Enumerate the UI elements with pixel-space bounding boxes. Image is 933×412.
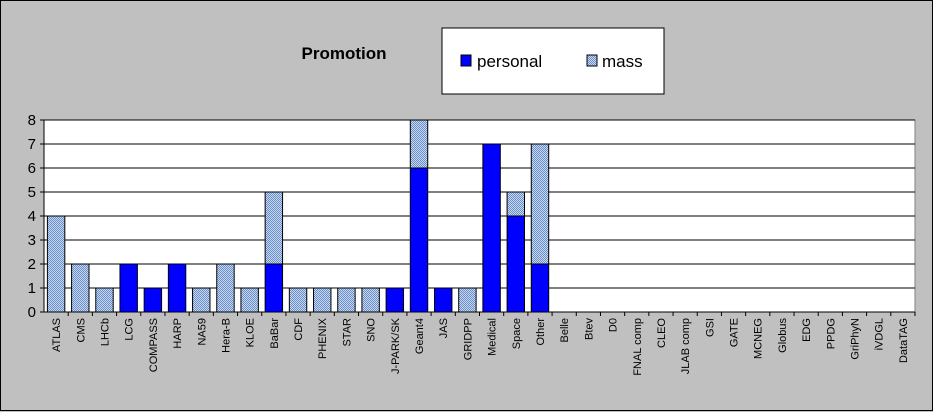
x-tick-label: GSI — [704, 318, 716, 337]
bar-mass-cms — [71, 263, 90, 313]
x-tick-label: Hera-B — [220, 318, 232, 353]
x-tick-label: ATLAS — [51, 318, 63, 352]
x-tick-label: COMPASS — [148, 318, 160, 372]
x-tick-label: Space — [511, 318, 523, 349]
x-tick-label: CLEO — [656, 318, 668, 348]
x-tick-label: Other — [535, 318, 547, 346]
bar-mass-atlas — [46, 215, 66, 313]
bar-personal-harp — [167, 263, 187, 313]
x-tick-label: EDG — [801, 318, 813, 342]
y-tick-label: 5 — [28, 184, 36, 201]
x-tick-label: NA59 — [196, 318, 208, 346]
bar-mass-star — [337, 287, 356, 313]
y-tick-label: 8 — [28, 112, 36, 129]
bar-personal-geant4 — [409, 167, 429, 313]
x-tick-label: Geant4 — [414, 318, 426, 354]
bar-personal-compass — [143, 287, 163, 313]
bar-personal-j-park-sk — [385, 287, 405, 313]
x-tick-label: JAS — [438, 318, 450, 338]
bar-mass-gridpp — [458, 287, 477, 313]
bar-personal-space — [506, 215, 526, 313]
legend-swatch-personal — [460, 54, 472, 67]
bar-mass-na59 — [192, 287, 211, 313]
bar-mass-cdf — [288, 287, 308, 313]
bar-mass-babar — [264, 191, 284, 265]
bar-mass-geant4 — [409, 119, 429, 169]
x-tick-label: DataTAG — [898, 318, 910, 363]
x-tick-label: JLAB comp — [680, 318, 692, 374]
y-tick-label: 4 — [28, 208, 36, 225]
y-axis: 0 1 2 3 4 5 6 7 8 — [28, 112, 45, 321]
x-tick-label: HARP — [172, 318, 184, 349]
legend-label-personal: personal — [477, 52, 542, 71]
x-tick-label: STAR — [341, 318, 353, 347]
bar-personal-other — [530, 263, 550, 313]
bar-mass-sno — [361, 287, 380, 313]
y-tick-label: 3 — [28, 232, 36, 249]
x-tick-label: J-PARK/SK — [390, 317, 402, 374]
x-tick-label: GriPhyN — [850, 318, 862, 360]
x-tick-label: BaBar — [269, 318, 281, 349]
bars — [46, 119, 550, 313]
legend-label-mass: mass — [602, 52, 643, 71]
y-tick-label: 7 — [28, 136, 36, 153]
y-tick-label: 0 — [28, 304, 36, 321]
x-tick-label: PPDG — [825, 318, 837, 349]
x-tick-label: GRIDPP — [462, 318, 474, 360]
x-tick-label: MCNEG — [753, 318, 765, 359]
y-tick-label: 1 — [28, 280, 36, 297]
x-tick-label: D0 — [608, 318, 620, 332]
x-tick-label: GATE — [729, 318, 741, 347]
legend-swatch-mass — [586, 54, 598, 67]
bar-personal-medical — [482, 143, 501, 313]
chart-title: Promotion — [302, 44, 387, 63]
x-tick-label: Belle — [559, 318, 571, 342]
bar-mass-other — [530, 143, 550, 265]
gridlines — [44, 119, 915, 289]
y-tick-label: 2 — [28, 256, 36, 273]
x-tick-label: KLOE — [245, 318, 257, 347]
x-tick-label: PHENIX — [317, 317, 329, 359]
x-axis: ATLAS CMS LHCb LCG COMPASS HARP NA59 Hera-B KLOE… — [44, 311, 916, 376]
x-tick-label: CMS — [75, 318, 87, 342]
x-tick-label: iVDGL — [874, 318, 886, 350]
bar-mass-lhcb — [95, 287, 114, 313]
x-tick-label: LHCb — [99, 318, 111, 346]
x-tick-label: LCG — [124, 318, 136, 341]
legend-box — [441, 27, 665, 95]
x-tick-label: Medical — [487, 318, 499, 356]
bar-personal-babar — [264, 263, 284, 313]
bar-mass-phenix — [313, 287, 332, 313]
bar-mass-space — [506, 191, 526, 217]
legend: personal mass — [441, 27, 665, 95]
x-tick-label: SNO — [366, 318, 378, 342]
bar-mass-kloe — [240, 287, 259, 313]
x-tick-label: CDF — [293, 318, 305, 341]
bar-mass-hera-b — [216, 263, 235, 313]
bar-personal-jas — [433, 287, 453, 313]
x-tick-label: Btev — [583, 318, 595, 341]
y-tick-label: 6 — [28, 160, 36, 177]
x-tick-label: Globus — [777, 318, 789, 353]
x-tick-label: FNAL comp — [632, 318, 644, 376]
bar-personal-lcg — [119, 263, 138, 313]
